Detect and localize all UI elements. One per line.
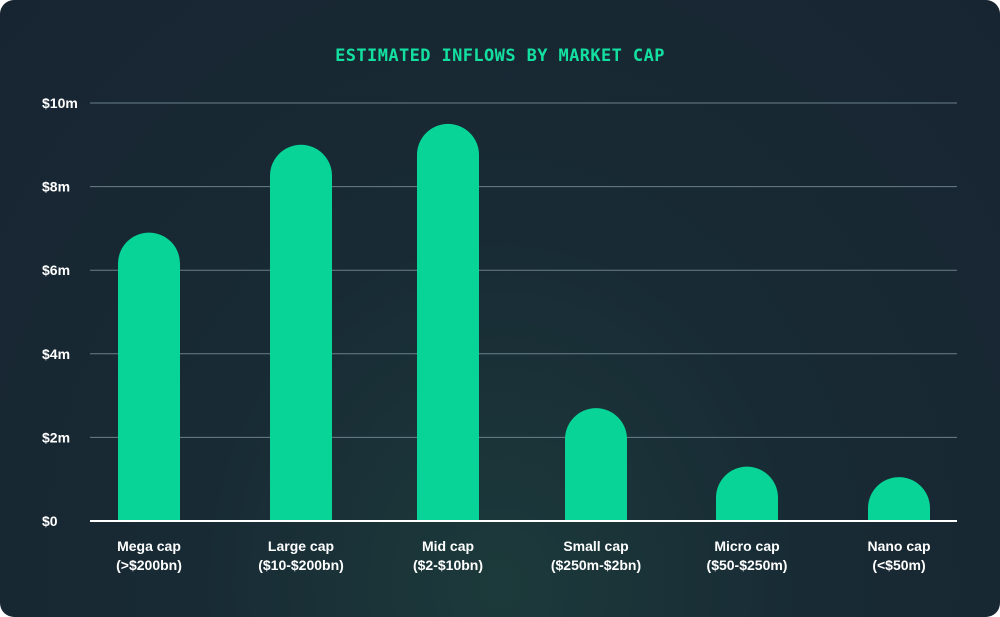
- x-category-label: Mid cap ($2-$10bn): [413, 538, 483, 573]
- x-category-label: Small cap ($250m-$2bn): [551, 538, 641, 573]
- category-range: ($250m-$2bn): [551, 557, 641, 573]
- x-category-label: Micro cap ($50-$250m): [707, 538, 788, 573]
- category-name: Mega cap: [117, 538, 181, 554]
- y-tick-label: $2m: [42, 429, 70, 445]
- bar: [270, 144, 332, 521]
- category-name: Mid cap: [422, 538, 474, 554]
- bar: [868, 477, 930, 521]
- x-category-label: Mega cap (>$200bn): [116, 538, 182, 573]
- category-range: ($10-$200bn): [258, 557, 344, 573]
- category-name: Large cap: [268, 538, 334, 554]
- y-tick-label: $8m: [42, 179, 70, 195]
- y-tick-label: $0: [42, 513, 58, 529]
- bar: [716, 466, 778, 521]
- chart-title: ESTIMATED INFLOWS BY MARKET CAP: [335, 46, 665, 66]
- category-range: ($50-$250m): [707, 557, 788, 573]
- y-tick-label: $10m: [42, 95, 78, 111]
- category-range: ($2-$10bn): [413, 557, 483, 573]
- category-name: Micro cap: [714, 538, 779, 554]
- bar: [565, 408, 627, 521]
- y-tick-label: $4m: [42, 346, 70, 362]
- bar: [118, 232, 180, 522]
- y-tick-label: $6m: [42, 262, 70, 278]
- category-range: (<$50m): [872, 557, 925, 573]
- category-range: (>$200bn): [116, 557, 182, 573]
- bar: [417, 123, 479, 521]
- x-category-label: Nano cap (<$50m): [867, 538, 930, 573]
- category-name: Small cap: [563, 538, 628, 554]
- x-category-label: Large cap ($10-$200bn): [258, 538, 344, 573]
- category-name: Nano cap: [867, 538, 930, 554]
